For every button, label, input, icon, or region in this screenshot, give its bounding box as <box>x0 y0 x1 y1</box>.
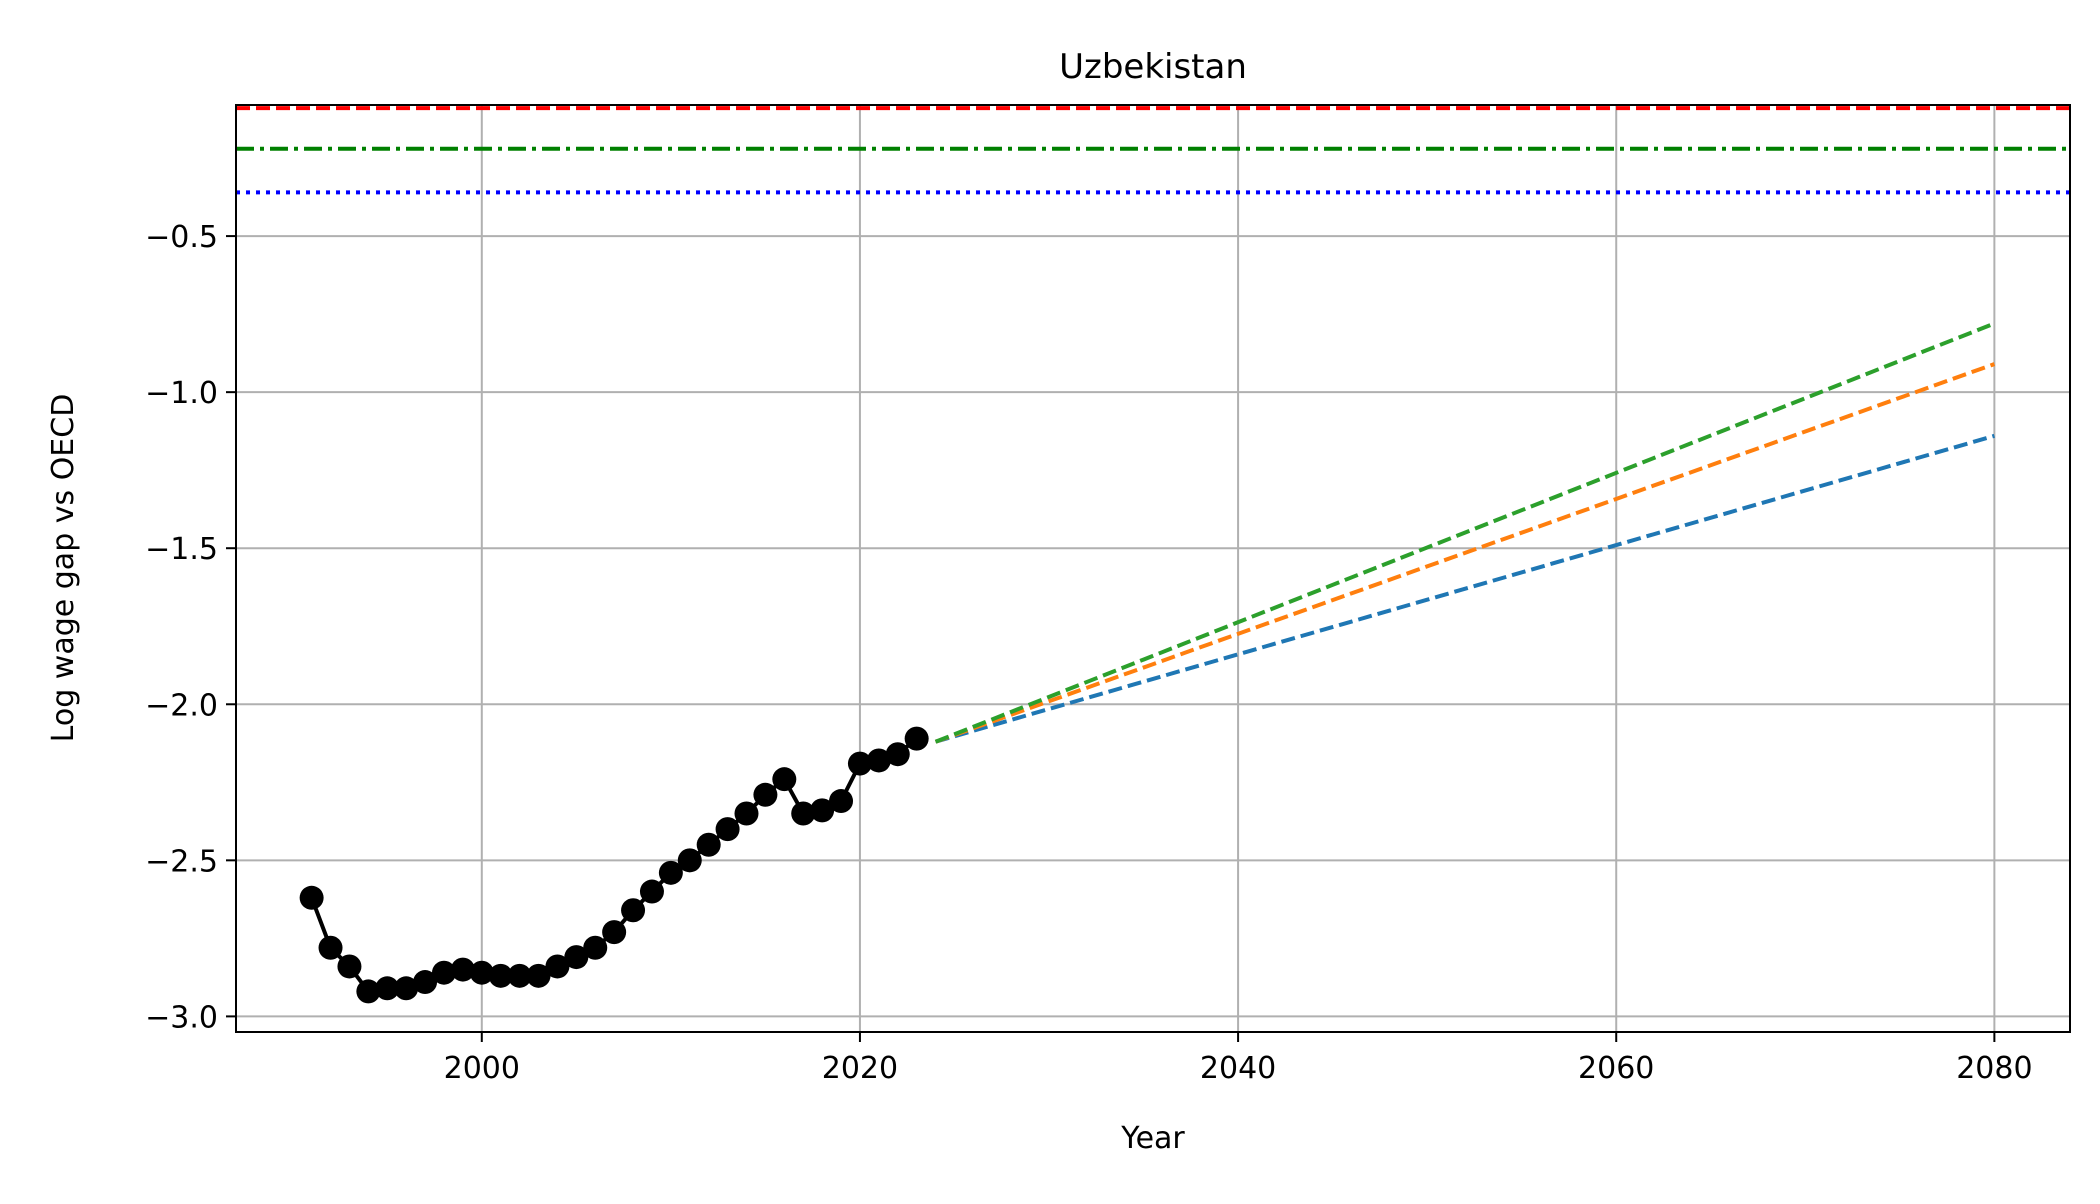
historical-point <box>866 748 891 773</box>
historical-point <box>602 920 627 945</box>
x-tick-label: 2040 <box>1200 1051 1276 1086</box>
x-axis-ticks: 2000 2020 2040 2060 2080 <box>444 1032 2033 1086</box>
historical-point <box>431 960 456 985</box>
historical-point <box>639 879 664 904</box>
projection-line <box>934 362 1996 744</box>
historical-point <box>488 963 513 988</box>
historical-point <box>526 963 551 988</box>
historical-point <box>413 970 438 995</box>
historical-point <box>904 726 929 751</box>
y-axis-ticks: −3.0 −2.5 −2.0 −1.5 −1.0 −0.5 <box>145 220 236 1035</box>
x-tick-label: 2000 <box>444 1051 520 1086</box>
historical-point <box>810 798 835 823</box>
historical-series <box>299 726 929 1004</box>
historical-line <box>309 737 918 994</box>
reference-lines <box>236 106 2070 195</box>
y-tick-label: −3.0 <box>145 1000 218 1035</box>
y-tick-label: −1.0 <box>145 376 218 411</box>
historical-point <box>583 935 608 960</box>
historical-point <box>356 979 381 1004</box>
historical-point <box>696 832 721 857</box>
historical-point <box>469 960 494 985</box>
projection-lines <box>934 321 1996 744</box>
historical-point <box>621 898 646 923</box>
historical-point <box>715 817 740 842</box>
historical-point <box>318 935 343 960</box>
x-tick-label: 2080 <box>1956 1051 2032 1086</box>
historical-point <box>375 976 400 1001</box>
historical-point <box>545 954 570 979</box>
y-axis-label: Log wage gap vs OECD <box>46 394 81 743</box>
historical-point <box>299 885 324 910</box>
historical-point <box>677 848 702 873</box>
y-tick-label: −2.0 <box>145 688 218 723</box>
projection-line <box>934 321 1996 744</box>
plot-frame <box>235 104 2071 1033</box>
x-tick-label: 2020 <box>822 1051 898 1086</box>
historical-point <box>450 957 475 982</box>
historical-point <box>753 782 778 807</box>
historical-point <box>564 945 589 970</box>
historical-point <box>885 742 910 767</box>
chart-title: Uzbekistan <box>1059 47 1247 87</box>
grid-lines <box>236 105 2070 1032</box>
x-tick-label: 2060 <box>1578 1051 1654 1086</box>
historical-point <box>772 767 797 792</box>
historical-point <box>337 954 362 979</box>
historical-point <box>507 963 532 988</box>
projection-line <box>935 433 1995 744</box>
historical-point <box>791 801 816 826</box>
historical-point <box>829 789 854 814</box>
historical-point <box>847 751 872 776</box>
y-tick-label: −2.5 <box>145 844 218 879</box>
historical-point <box>394 976 419 1001</box>
historical-point <box>658 860 683 885</box>
historical-point <box>734 801 759 826</box>
x-axis-label: Year <box>1120 1121 1185 1156</box>
y-tick-label: −1.5 <box>145 532 218 567</box>
y-tick-label: −0.5 <box>145 220 218 255</box>
